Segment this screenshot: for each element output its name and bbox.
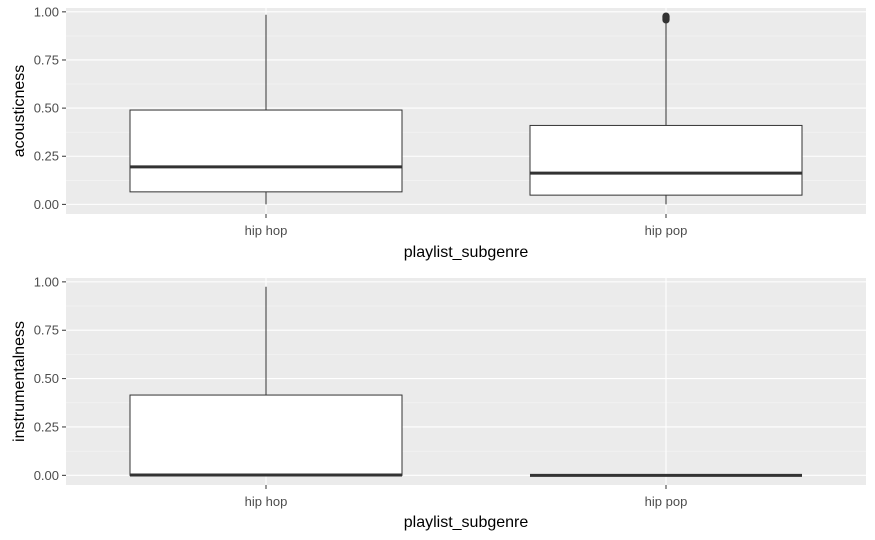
y-tick-label: 0.00: [34, 468, 59, 483]
y-tick-label: 0.75: [34, 323, 59, 338]
x-tick-label: hip pop: [645, 223, 688, 238]
box-iqr: [129, 109, 403, 193]
box-hip-hop: [129, 14, 403, 205]
box-hip-pop: [529, 12, 803, 205]
chart-panel-1: 0.00 0.25 0.50 0.75 1.00 hip hop hip pop playli…: [11, 4, 866, 261]
y-axis-title: acousticness: [11, 65, 28, 158]
outlier-point: [662, 12, 670, 20]
box-hip-hop: [129, 286, 403, 477]
y-tick-label: 0.25: [34, 149, 59, 164]
x-axis-title: playlist_subgenre: [404, 514, 529, 531]
y-tick-label: 1.00: [34, 274, 59, 289]
chart-panel-2: 0.00 0.25 0.50 0.75 1.00 hip hop hip pop playli…: [11, 274, 866, 531]
y-tick-label: 0.25: [34, 419, 59, 434]
x-tick-label: hip hop: [245, 223, 288, 238]
y-tick-label: 0.00: [34, 197, 59, 212]
x-axis-title: playlist_subgenre: [404, 244, 529, 261]
box-iqr: [529, 124, 803, 196]
y-tick-label: 0.50: [34, 101, 59, 116]
y-tick-label: 1.00: [34, 4, 59, 19]
y-axis-title: instrumentalness: [11, 321, 28, 442]
y-tick-label: 0.75: [34, 52, 59, 67]
x-tick-label: hip hop: [245, 494, 288, 509]
y-tick-label: 0.50: [34, 371, 59, 386]
box-iqr: [129, 394, 403, 476]
x-tick-label: hip pop: [645, 494, 688, 509]
